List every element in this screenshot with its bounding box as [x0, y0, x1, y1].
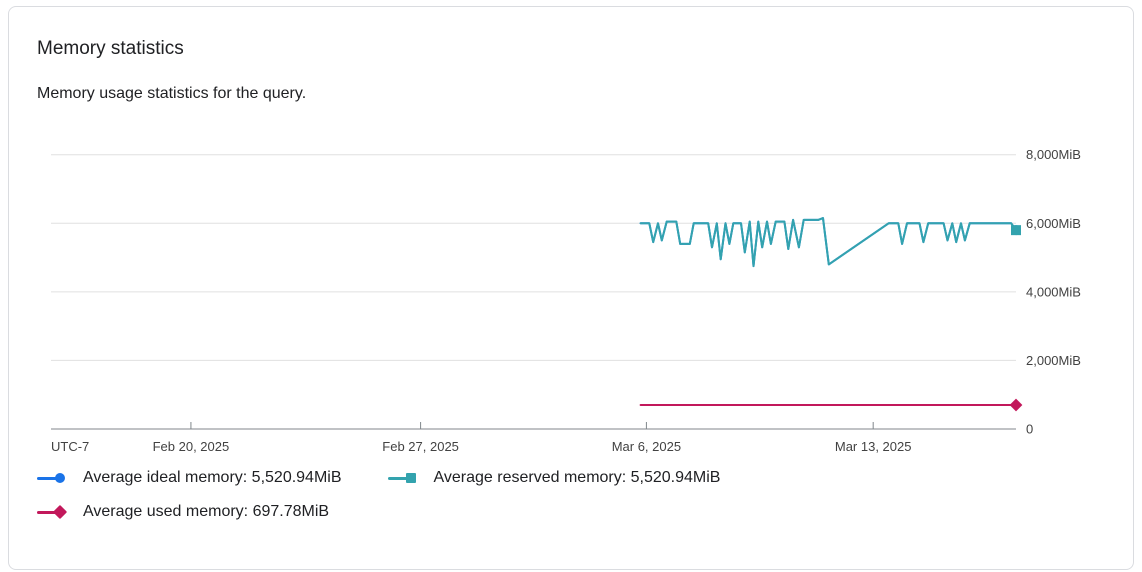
y-tick-label: 2,000MiB	[1026, 353, 1081, 368]
legend-label-reserved-memory: Average reserved memory: 5,520.94MiB	[433, 469, 721, 486]
square-marker-icon	[405, 473, 416, 483]
y-tick-label: 4,000MiB	[1026, 284, 1081, 299]
legend-label-ideal-memory: Average ideal memory: 5,520.94MiB	[83, 469, 342, 486]
chart-title: Memory statistics	[37, 38, 184, 59]
x-axis-timezone-label: UTC-7	[51, 439, 89, 454]
x-tick-label: Feb 20, 2025	[153, 439, 230, 454]
blue-line-circle-icon	[37, 471, 69, 485]
series-end-marker-diamond	[1009, 398, 1023, 412]
y-tick-label: 0	[1026, 422, 1033, 437]
chart-legend: Average ideal memory: 5,520.94MiB Averag…	[37, 467, 720, 535]
x-tick-label: Feb 27, 2025	[382, 439, 459, 454]
teal-line-square-icon	[387, 471, 420, 485]
x-tick-label: Mar 13, 2025	[835, 439, 912, 454]
y-tick-label: 8,000MiB	[1026, 147, 1081, 162]
legend-row: Average ideal memory: 5,520.94MiB Averag…	[37, 467, 720, 489]
circle-marker-icon	[55, 473, 65, 483]
memory-statistics-card: Memory statistics Memory usage statistic…	[8, 6, 1134, 570]
series-end-marker-square	[1011, 225, 1021, 236]
memory-usage-line-chart: 0 2,000MiB 4,000MiB 6,000MiB 8,000MiB Feb 20,…	[51, 147, 1081, 454]
series-line-1	[639, 217, 1017, 268]
legend-item-ideal-memory: Average ideal memory: 5,520.94MiB	[37, 467, 342, 489]
y-tick-label: 6,000MiB	[1026, 216, 1081, 231]
x-tick-label: Mar 6, 2025	[612, 439, 681, 454]
diamond-marker-icon	[52, 504, 68, 520]
legend-row: Average used memory: 697.78MiB	[37, 501, 720, 523]
legend-line	[387, 476, 412, 480]
legend-label-used-memory: Average used memory: 697.78MiB	[83, 503, 330, 520]
legend-line	[37, 510, 61, 514]
legend-line	[37, 476, 61, 480]
chart-subtitle: Memory usage statistics for the query.	[37, 85, 307, 102]
magenta-line-diamond-icon	[37, 504, 69, 520]
legend-item-reserved-memory: Average reserved memory: 5,520.94MiB	[387, 467, 721, 489]
legend-item-used-memory: Average used memory: 697.78MiB	[37, 501, 329, 523]
